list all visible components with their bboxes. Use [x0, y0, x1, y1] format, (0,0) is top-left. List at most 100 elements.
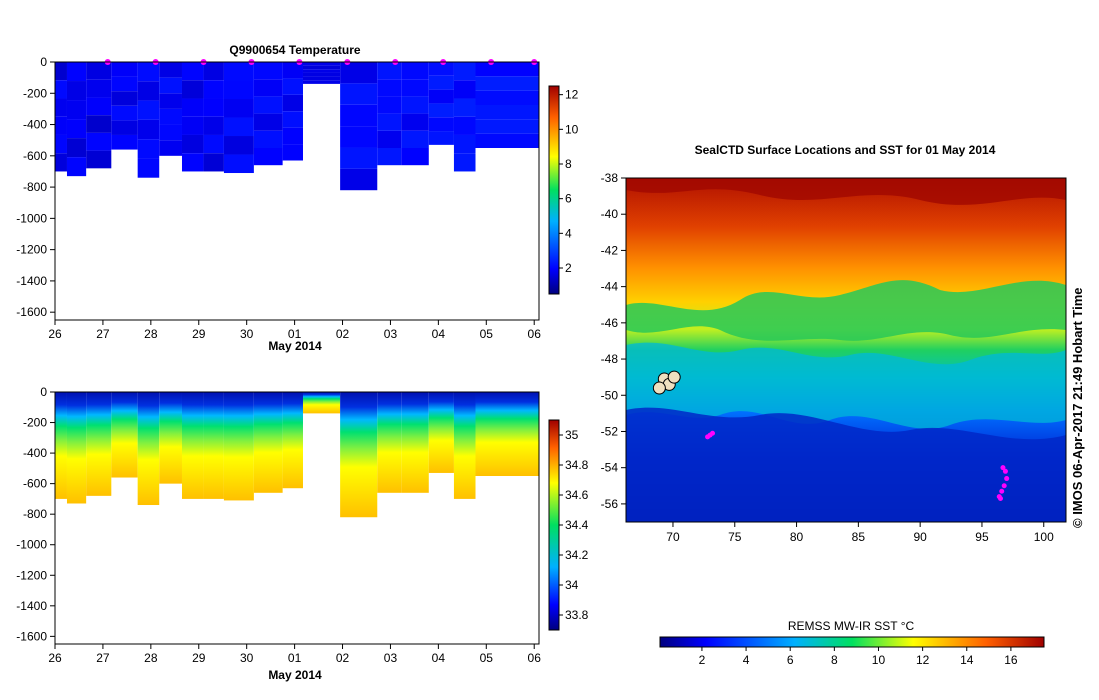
salinity-x-tick-label: 27	[96, 651, 110, 665]
sst-cyan-band	[626, 342, 1066, 429]
sst-dark-red-band	[626, 178, 1066, 205]
island-land	[652, 370, 681, 395]
temperature-x-tick-label: 04	[432, 327, 446, 341]
temperature-profile-cell	[401, 130, 429, 148]
temperature-x-tick-label: 03	[384, 327, 398, 341]
salinity-x-tick-label: 26	[48, 651, 62, 665]
temperature-y-tick-label: -400	[23, 118, 47, 132]
temperature-colorbar-tick-label: 6	[565, 192, 572, 206]
sst-map-panel: SealCTD Surface Locations and SST for 01…	[601, 143, 1067, 667]
temperature-profile-cell	[137, 81, 160, 101]
salinity-colorbar-tick-label: 34	[565, 578, 579, 592]
salinity-profile-column	[159, 392, 182, 484]
seal-track-point	[1002, 468, 1008, 474]
temperature-profile-cell	[401, 96, 429, 114]
sst-x-tick-label: 95	[975, 530, 989, 544]
sst-x-tick-label: 85	[852, 530, 866, 544]
temperature-profile-cell	[282, 111, 303, 128]
salinity-profile-column	[377, 392, 402, 493]
salinity-y-tick-label: -600	[23, 477, 47, 491]
sst-y-tick-label: -46	[601, 316, 619, 330]
temperature-profile-cell	[428, 131, 454, 145]
salinity-axes: 26 27 28 29 30 01 02 03 04 05 06 0 -200 -400 -600 -800 -…	[16, 385, 541, 665]
temperature-profile-cell	[55, 116, 67, 135]
temperature-profile-cell	[282, 144, 303, 161]
temperature-profile-cell	[137, 119, 160, 140]
temperature-colorbar-tick-label: 12	[565, 88, 579, 102]
temperature-section-panel: Q9900654 Temperature 26 27 28 29 30 01 02 03 04 0…	[16, 43, 578, 353]
sst-y-tick-label: -48	[601, 352, 619, 366]
temperature-profile-cell	[137, 139, 160, 159]
temperature-profile-cell	[181, 62, 204, 81]
salinity-plot-frame	[54, 391, 540, 645]
salinity-colorbar-tick-label: 34.2	[565, 548, 589, 562]
sst-colorbar-ticks: 2 4 6 8 10 12 14 16	[699, 647, 1018, 667]
salinity-x-tick-label: 29	[192, 651, 206, 665]
island-land-patch	[667, 370, 681, 384]
sst-x-tick-label: 90	[913, 530, 927, 544]
temperature-profile-cell	[340, 104, 378, 127]
salinity-x-tick-label: 02	[336, 651, 350, 665]
sst-x-tick-label: 80	[790, 530, 804, 544]
temperature-profile-cell	[302, 76, 341, 81]
salinity-x-tick-label: 30	[240, 651, 254, 665]
salinity-profile-column	[86, 392, 112, 496]
salinity-section-panel: 26 27 28 29 30 01 02 03 04 05 06 0 -200 -400 -600 -800 -…	[16, 385, 588, 682]
sst-y-tick-label: -38	[601, 171, 619, 185]
salinity-x-tick-label: 04	[432, 651, 446, 665]
salinity-colorbar-tick-label: 34.8	[565, 458, 589, 472]
temperature-profile-cell	[428, 117, 454, 132]
temperature-profile-cell	[86, 132, 112, 151]
temperature-profile-cell	[55, 134, 67, 154]
salinity-colorbar	[548, 419, 560, 631]
temperature-profile-cell	[453, 134, 476, 154]
sst-colorbar-tick-label: 6	[787, 653, 794, 667]
salinity-y-tick-label: -1400	[16, 599, 47, 613]
salinity-profile-column	[401, 392, 429, 493]
salinity-y-tick-label: -200	[23, 416, 47, 430]
temperature-y-tick-label: -1000	[16, 211, 47, 225]
sst-colorbar-tick-label: 10	[872, 653, 886, 667]
temperature-profile-cell	[282, 127, 303, 145]
temperature-profile-cell	[401, 79, 429, 97]
temperature-x-tick-label: 30	[240, 327, 254, 341]
salinity-y-tick-label: -800	[23, 507, 47, 521]
temperature-x-tick-label: 01	[288, 327, 302, 341]
temperature-profile-cell	[340, 83, 378, 105]
sst-colorbar-label: REMSS MW-IR SST °C	[788, 619, 915, 633]
temperature-profile-cell	[340, 168, 378, 191]
temperature-profile-cell	[159, 140, 182, 156]
temperature-axes: 26 27 28 29 30 01 02 03 04 05 06 0 -200 -400 -600 -800 -…	[16, 55, 541, 341]
salinity-x-tick-label: 28	[144, 651, 158, 665]
sst-x-tick-label: 70	[666, 530, 680, 544]
temperature-profile-cell	[203, 134, 224, 154]
temperature-x-tick-label: 06	[528, 327, 542, 341]
island-land-patch	[652, 381, 666, 395]
salinity-y-tick-label: 0	[40, 385, 47, 399]
sst-map-axes: 70 75 80 85 90 95 100 -38 -40 -42 -44 -46 -48 -50 -52 -…	[601, 171, 1054, 544]
temperature-profile-cell	[302, 69, 341, 73]
temperature-profile-cell	[282, 78, 303, 95]
salinity-x-tick-label: 03	[384, 651, 398, 665]
temperature-profile-cell	[55, 62, 67, 81]
seal-track-point	[1004, 476, 1010, 482]
salinity-y-tick-label: -1200	[16, 568, 47, 582]
salinity-colorbar-tick-label: 34.6	[565, 488, 589, 502]
temperature-profile-cell	[159, 124, 182, 141]
temperature-profile-cell	[475, 133, 539, 148]
temperature-x-tick-label: 02	[336, 327, 350, 341]
salinity-colorbar-tick-label: 35	[565, 428, 579, 442]
temperature-profile-cell	[111, 105, 138, 121]
temperature-profile-cell	[377, 148, 402, 166]
sst-colorbar-tick-label: 8	[831, 653, 838, 667]
salinity-profile-column	[340, 392, 378, 518]
temperature-profile-cell	[203, 80, 224, 99]
temperature-profile-cell	[111, 91, 138, 106]
temperature-profile-cell	[253, 148, 283, 166]
sst-colorbar	[659, 636, 1045, 648]
salinity-x-tick-label: 06	[528, 651, 542, 665]
temperature-profile-cell	[253, 62, 283, 80]
salinity-profile-column	[223, 392, 254, 501]
temperature-profile-cell	[340, 147, 378, 169]
temperature-profile-cell	[253, 113, 283, 131]
